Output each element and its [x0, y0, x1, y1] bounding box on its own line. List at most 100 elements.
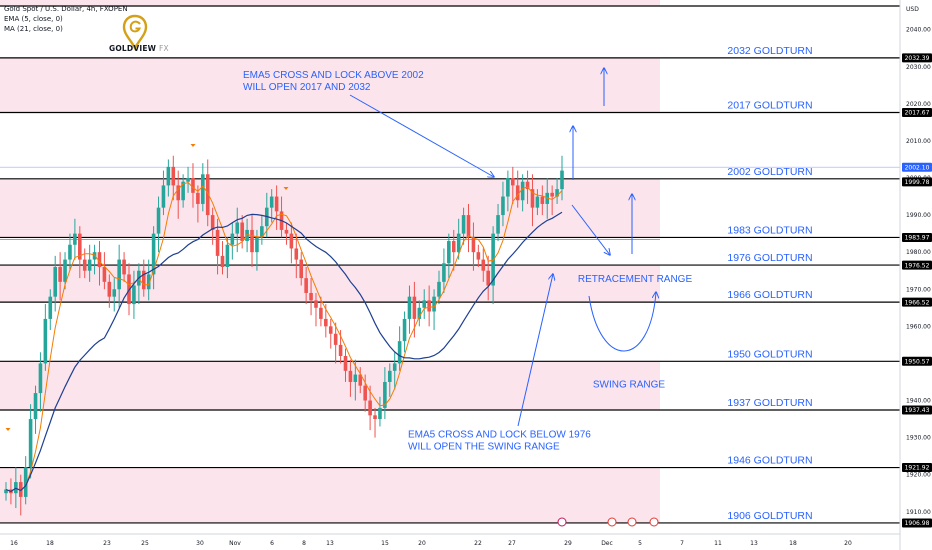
x-tick-label: 6	[270, 540, 274, 547]
candle-body	[255, 237, 259, 253]
candle-body	[422, 300, 427, 308]
x-tick-label: Nov	[229, 540, 241, 547]
candle-body	[82, 259, 87, 271]
candle-body	[18, 482, 23, 497]
y-tick-label: 1960.00	[906, 323, 931, 330]
goldturn-level-label: 2032 GOLDTURN	[727, 45, 812, 57]
price-label-text: 1999.78	[905, 179, 930, 186]
candle-body	[348, 370, 353, 382]
goldturn-level-label: 1937 GOLDTURN	[727, 397, 812, 409]
logo-suffix: FX	[158, 44, 169, 53]
x-tick-label: 13	[750, 540, 758, 547]
candle-body	[299, 259, 304, 279]
candle-body	[53, 267, 58, 297]
y-tick-label: 1910.00	[906, 509, 931, 516]
legend-ma: MA (21, close, 0)	[4, 25, 63, 33]
candle-body	[510, 178, 515, 186]
y-tick-label: 1920.00	[906, 472, 931, 479]
x-tick-label: 18	[46, 540, 54, 547]
x-tick-label: 15	[381, 540, 389, 547]
goldturn-level-label: 1946 GOLDTURN	[727, 455, 812, 467]
event-icon[interactable]	[627, 517, 637, 527]
range-label: RETRACEMENT RANGE	[578, 274, 693, 285]
x-tick-label: 27	[508, 540, 516, 547]
candle-body	[97, 252, 102, 267]
price-label-text: 1976.52	[905, 262, 930, 269]
y-tick-label: 2020.00	[906, 101, 931, 108]
candle-body	[447, 241, 451, 264]
price-label-text: 1921.92	[905, 465, 930, 472]
candle-body	[107, 281, 112, 297]
candle-body	[481, 259, 486, 271]
candle-body	[28, 419, 33, 468]
candle-body	[501, 196, 505, 216]
annotation-text: WILL OPEN 2017 AND 2032	[243, 82, 371, 93]
candle-body	[117, 259, 121, 290]
event-icon[interactable]	[557, 517, 567, 527]
candle-body	[525, 181, 530, 190]
candle-body	[33, 393, 38, 420]
y-tick-label: 1980.00	[906, 249, 931, 256]
top-zone	[0, 0, 660, 6]
candle-body	[471, 237, 476, 253]
x-tick-label: 22	[474, 540, 482, 547]
candle-body	[146, 274, 151, 290]
candle-body	[63, 259, 67, 282]
candle-body	[486, 270, 490, 286]
goldturn-level-label: 1906 GOLDTURN	[727, 510, 812, 522]
candle-body	[432, 296, 436, 312]
y-tick-label: 1940.00	[906, 398, 931, 405]
goldturn-level-label: 2002 GOLDTURN	[727, 166, 812, 178]
candle-body	[260, 226, 264, 238]
candle-body	[102, 267, 107, 282]
ma21-line	[5, 211, 563, 493]
logo-brand: GOLDVIEW	[109, 44, 157, 53]
legend-title: Gold Spot / U.S. Dollar, 4h, FXOPEN	[4, 5, 128, 13]
candle-body	[363, 385, 367, 401]
y-tick-label: 1970.00	[906, 286, 931, 293]
zone-band	[0, 361, 660, 411]
event-icon[interactable]	[649, 517, 659, 527]
goldview-logo-icon	[122, 14, 148, 51]
candle-body	[555, 189, 559, 197]
price-label-box	[902, 356, 932, 366]
goldturn-level-label: 1966 GOLDTURN	[727, 289, 812, 301]
candle-body	[309, 292, 313, 301]
candle-body	[373, 415, 377, 420]
candle-body	[338, 344, 343, 356]
retracement-curve-arrow	[588, 292, 656, 352]
annotation-arrow	[517, 274, 553, 427]
candle-body	[417, 307, 422, 319]
candle-body	[535, 196, 540, 208]
candle-body	[456, 233, 461, 253]
zone-band	[0, 467, 660, 523]
candle-body	[506, 178, 510, 197]
y-tick-label: 1990.00	[906, 212, 931, 219]
candle-body	[530, 189, 535, 208]
candle-body	[250, 229, 254, 253]
candle-body	[319, 307, 323, 319]
price-label-text: 2002.10	[905, 164, 930, 171]
candle-body	[442, 263, 446, 282]
candle-body	[412, 296, 417, 319]
candle-body	[294, 248, 299, 260]
price-label-box	[902, 232, 932, 242]
candle-body	[210, 215, 215, 230]
candle-body	[48, 296, 53, 319]
candle-body	[215, 229, 220, 256]
price-label-box	[902, 463, 932, 473]
candle-body	[289, 233, 294, 249]
candle-body	[314, 300, 318, 308]
event-icon[interactable]	[607, 517, 617, 527]
candle-body	[392, 363, 397, 371]
candle-body	[156, 207, 161, 234]
candle-body	[427, 300, 431, 312]
price-label-box	[902, 53, 932, 63]
candle-body	[397, 341, 402, 364]
candle-body	[274, 196, 279, 212]
x-tick-label: 13	[326, 540, 334, 547]
candle-body	[191, 178, 195, 193]
goldturn-level-label: 2017 GOLDTURN	[727, 99, 812, 111]
